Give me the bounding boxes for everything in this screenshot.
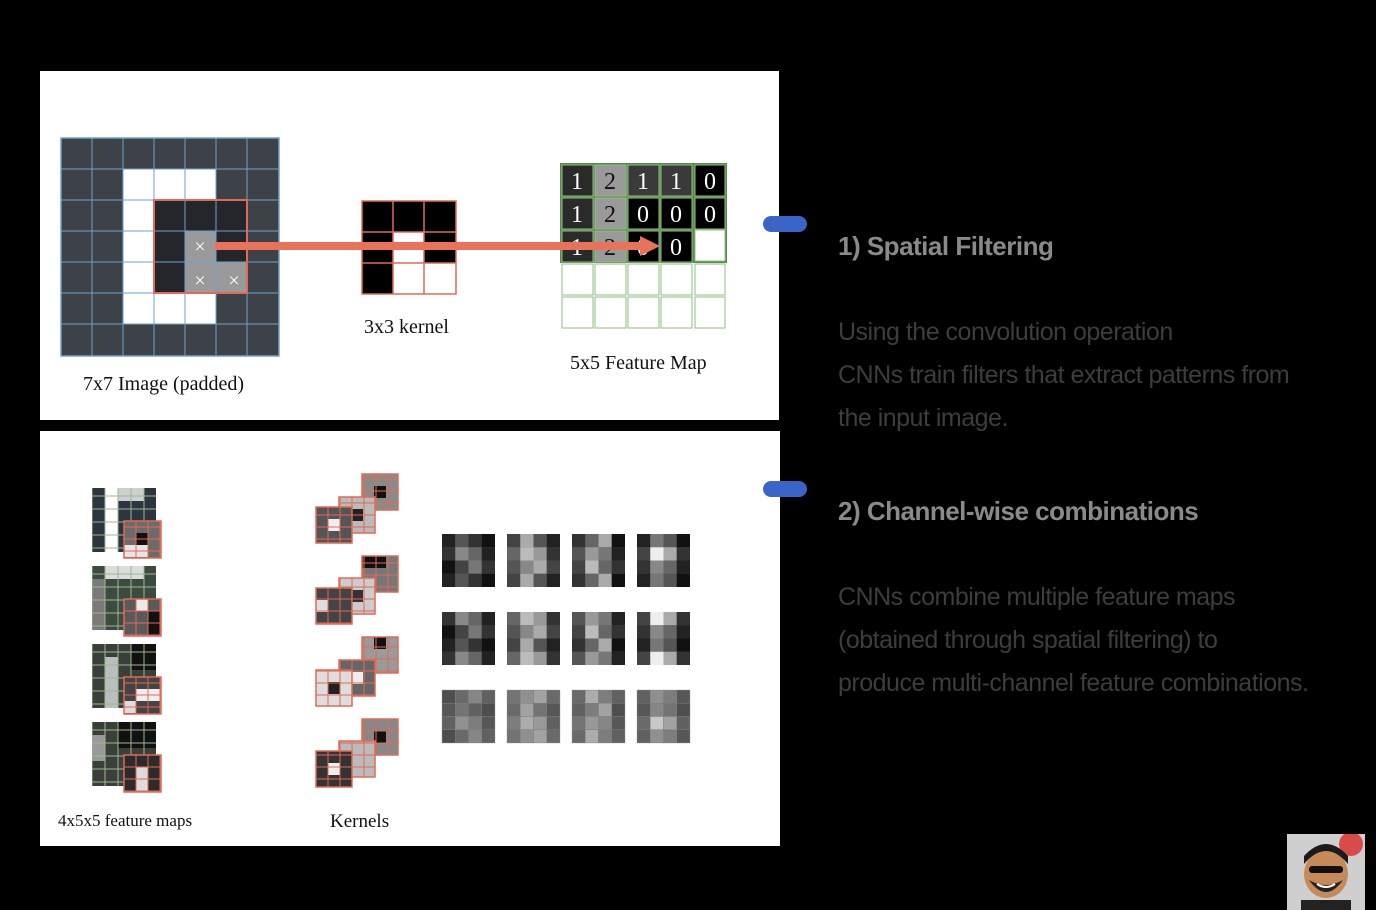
- feature-map-value: 1: [571, 169, 583, 195]
- feature-map-cell: [594, 197, 627, 230]
- section-marker: [763, 481, 807, 497]
- combined-feature-maps: [441, 534, 691, 744]
- combined-feature-map: [572, 612, 625, 665]
- section-title-channel-wise: 2) Channel-wise combinations: [838, 496, 1199, 526]
- feature-map-value: 1: [670, 169, 682, 195]
- feature-map-value: 0: [704, 169, 716, 195]
- section-body-line: CNNs train filters that extract patterns…: [838, 361, 1290, 389]
- feature-map-cell: [694, 164, 726, 197]
- feature-map-value: 1: [571, 202, 583, 228]
- feature-map-stack: [92, 566, 162, 637]
- kernel-stack: [315, 555, 399, 625]
- combined-feature-map: [507, 612, 560, 665]
- feature-maps-label: 4x5x5 feature maps: [58, 811, 193, 830]
- kernel-stack: [315, 636, 399, 707]
- kernel-mark: ×: [194, 270, 205, 292]
- combined-feature-map: [442, 534, 495, 587]
- feature-map-stack: [92, 488, 162, 559]
- feature-map-cell: [627, 197, 660, 230]
- section-body-line: (obtained through spatial filtering) to: [838, 626, 1218, 654]
- section-body-line: CNNs combine multiple feature maps: [838, 583, 1236, 611]
- kernel-mark: ×: [228, 270, 239, 292]
- channel-combination-diagram: [92, 473, 691, 793]
- convolution-arrow: [215, 236, 660, 256]
- convolution-diagram-panel: × × ×: [40, 71, 779, 420]
- kernels-label: Kernels: [330, 811, 390, 832]
- channel-combination-panel: 4x5x5 feature maps Kernels: [40, 431, 780, 846]
- feature-map-stack: [92, 644, 162, 715]
- image-label: 7x7 Image (padded): [83, 373, 245, 395]
- feature-map-cell: [594, 164, 627, 197]
- feature-map-value: 0: [637, 202, 649, 228]
- feature-map-value: 0: [670, 235, 682, 261]
- feature-map-value: 2: [604, 169, 616, 195]
- combined-feature-map: [637, 534, 690, 587]
- combined-feature-map: [506, 689, 561, 744]
- feature-map-cell: [660, 230, 693, 263]
- combined-feature-map: [636, 689, 691, 744]
- feature-map-cell: [660, 164, 693, 197]
- combined-feature-map: [637, 612, 690, 665]
- section-body-line: the input image.: [838, 404, 1008, 432]
- section-body-line: produce multi-channel feature combinatio…: [838, 669, 1309, 697]
- feature-map-cell: [561, 197, 594, 230]
- kernel-label: 3x3 kernel: [364, 316, 449, 338]
- section-title-spatial-filtering: 1) Spatial Filtering: [838, 231, 1054, 261]
- convolution-diagram: × × ×: [60, 137, 727, 357]
- kernel-mark: ×: [194, 236, 205, 258]
- combined-feature-map: [441, 689, 496, 744]
- combined-feature-map: [572, 534, 625, 587]
- combined-feature-map: [507, 534, 560, 587]
- feature-map-cell: [627, 164, 660, 197]
- feature-map-cell: [561, 164, 594, 197]
- feature-map-label: 5x5 Feature Map: [570, 352, 707, 374]
- section-body-line: Using the convolution operation: [838, 318, 1173, 346]
- feature-map-value: 1: [637, 169, 649, 195]
- combined-feature-map: [442, 612, 495, 665]
- feature-map-cell: [660, 197, 693, 230]
- feature-map-grid: 1 2 1 1 0 1 2 0 0 0 1 2 0 0: [560, 163, 727, 329]
- presenter-avatar: [1287, 834, 1365, 910]
- feature-map-value: 0: [704, 202, 716, 228]
- feature-map-value: 0: [670, 202, 682, 228]
- feature-map-value: 2: [604, 202, 616, 228]
- feature-map-cell: [694, 197, 726, 230]
- feature-map-stack: [92, 722, 162, 793]
- section-marker: [763, 216, 807, 232]
- kernel-stack: [315, 718, 399, 788]
- kernel-stack: [315, 473, 399, 544]
- combined-feature-map: [571, 689, 626, 744]
